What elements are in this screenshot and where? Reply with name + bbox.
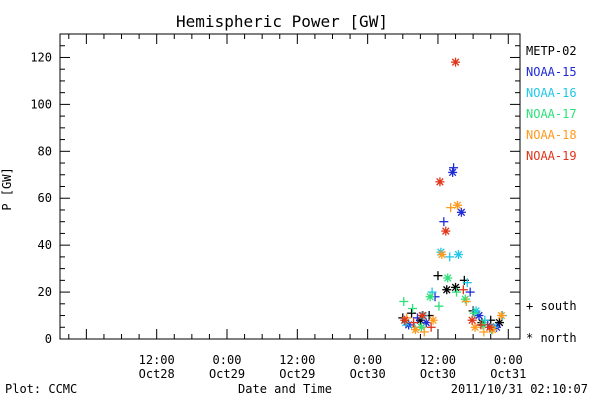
x-tick-label-time: 0:00 bbox=[353, 353, 382, 367]
x-tick-label-date: Oct29 bbox=[279, 367, 315, 381]
data-point-north bbox=[471, 306, 481, 316]
data-point-south bbox=[461, 296, 471, 306]
data-point-north bbox=[400, 315, 410, 325]
y-axis-label: P [GW] bbox=[0, 167, 14, 210]
data-point-north bbox=[485, 322, 495, 332]
data-point-north bbox=[410, 325, 420, 335]
data-point-north bbox=[442, 285, 452, 295]
y-tick-label: 100 bbox=[30, 97, 52, 111]
x-tick-label-time: 0:00 bbox=[213, 353, 242, 367]
data-point-north bbox=[452, 200, 462, 210]
data-point-south bbox=[469, 308, 479, 318]
y-tick-label: 80 bbox=[38, 144, 52, 158]
x-tick-label-date: Oct30 bbox=[420, 367, 456, 381]
y-tick-label: 20 bbox=[38, 285, 52, 299]
data-point-south bbox=[479, 327, 489, 337]
data-points bbox=[398, 57, 507, 337]
data-point-south bbox=[419, 327, 429, 337]
x-axis-label: Date and Time bbox=[238, 382, 332, 396]
data-point-south bbox=[476, 320, 486, 330]
x-tick-label-date: Oct28 bbox=[139, 367, 175, 381]
x-tick-label-time: 12:00 bbox=[420, 353, 456, 367]
data-point-north bbox=[453, 250, 463, 260]
data-point-south bbox=[407, 308, 417, 318]
y-tick-label: 120 bbox=[30, 50, 52, 64]
data-point-south bbox=[465, 287, 475, 297]
data-point-south bbox=[449, 163, 459, 173]
data-point-south bbox=[409, 318, 419, 328]
marker-legend: + south * north bbox=[526, 299, 577, 345]
chart-title: Hemispheric Power [GW] bbox=[176, 12, 388, 31]
plot-timestamp: 2011/10/31 02:10:07 bbox=[451, 382, 588, 396]
y-axis: 0 20 40 60 80 100 120 bbox=[30, 45, 520, 346]
legend: METP-02 NOAA-15 NOAA-16 NOAA-17 NOAA-18 NOAA-… bbox=[526, 44, 577, 163]
data-point-north bbox=[494, 318, 504, 328]
legend-entry: NOAA-19 bbox=[526, 149, 577, 163]
data-point-north bbox=[448, 167, 458, 177]
x-tick-label-date: Oct30 bbox=[350, 367, 386, 381]
data-point-north bbox=[451, 282, 461, 292]
data-point-south bbox=[434, 301, 444, 311]
data-point-south bbox=[446, 203, 456, 213]
data-point-south bbox=[458, 285, 468, 295]
data-point-south bbox=[433, 271, 443, 281]
x-tick-label-date: Oct31 bbox=[490, 367, 526, 381]
data-point-south bbox=[426, 322, 436, 332]
legend-south: + south bbox=[526, 299, 577, 313]
plot-credit: Plot: CCMC bbox=[5, 382, 77, 396]
y-tick-label: 60 bbox=[38, 191, 52, 205]
data-point-north bbox=[435, 177, 445, 187]
y-tick-label: 0 bbox=[45, 332, 52, 346]
data-point-south bbox=[462, 278, 472, 288]
legend-north: * north bbox=[526, 331, 577, 345]
x-tick-label-time: 12:00 bbox=[139, 353, 175, 367]
x-tick-label-date: Oct29 bbox=[209, 367, 245, 381]
data-point-north bbox=[428, 315, 438, 325]
data-point-north bbox=[437, 250, 447, 260]
legend-entry: METP-02 bbox=[526, 44, 577, 58]
legend-entry: NOAA-16 bbox=[526, 86, 577, 100]
y-tick-label: 40 bbox=[38, 238, 52, 252]
data-point-north bbox=[425, 292, 435, 302]
data-point-south bbox=[452, 287, 462, 297]
data-point-north bbox=[456, 207, 466, 217]
plot-frame bbox=[59, 33, 521, 340]
data-point-north bbox=[443, 273, 453, 283]
data-point-south bbox=[439, 217, 449, 227]
data-point-north bbox=[441, 226, 451, 236]
data-point-south bbox=[408, 304, 418, 313]
x-axis: 12:00Oct280:00Oct2912:00Oct290:00Oct3012… bbox=[68, 34, 526, 381]
x-tick-label-time: 0:00 bbox=[494, 353, 523, 367]
legend-entry: NOAA-18 bbox=[526, 128, 577, 142]
data-point-north bbox=[417, 311, 427, 321]
data-point-north bbox=[451, 57, 461, 67]
data-point-north bbox=[496, 311, 506, 321]
data-point-north bbox=[460, 294, 470, 304]
data-point-south bbox=[445, 252, 455, 262]
data-point-north bbox=[467, 315, 477, 325]
legend-entry: NOAA-15 bbox=[526, 65, 577, 79]
legend-entry: NOAA-17 bbox=[526, 107, 577, 121]
data-point-south bbox=[399, 296, 409, 306]
x-tick-label-time: 12:00 bbox=[279, 353, 315, 367]
